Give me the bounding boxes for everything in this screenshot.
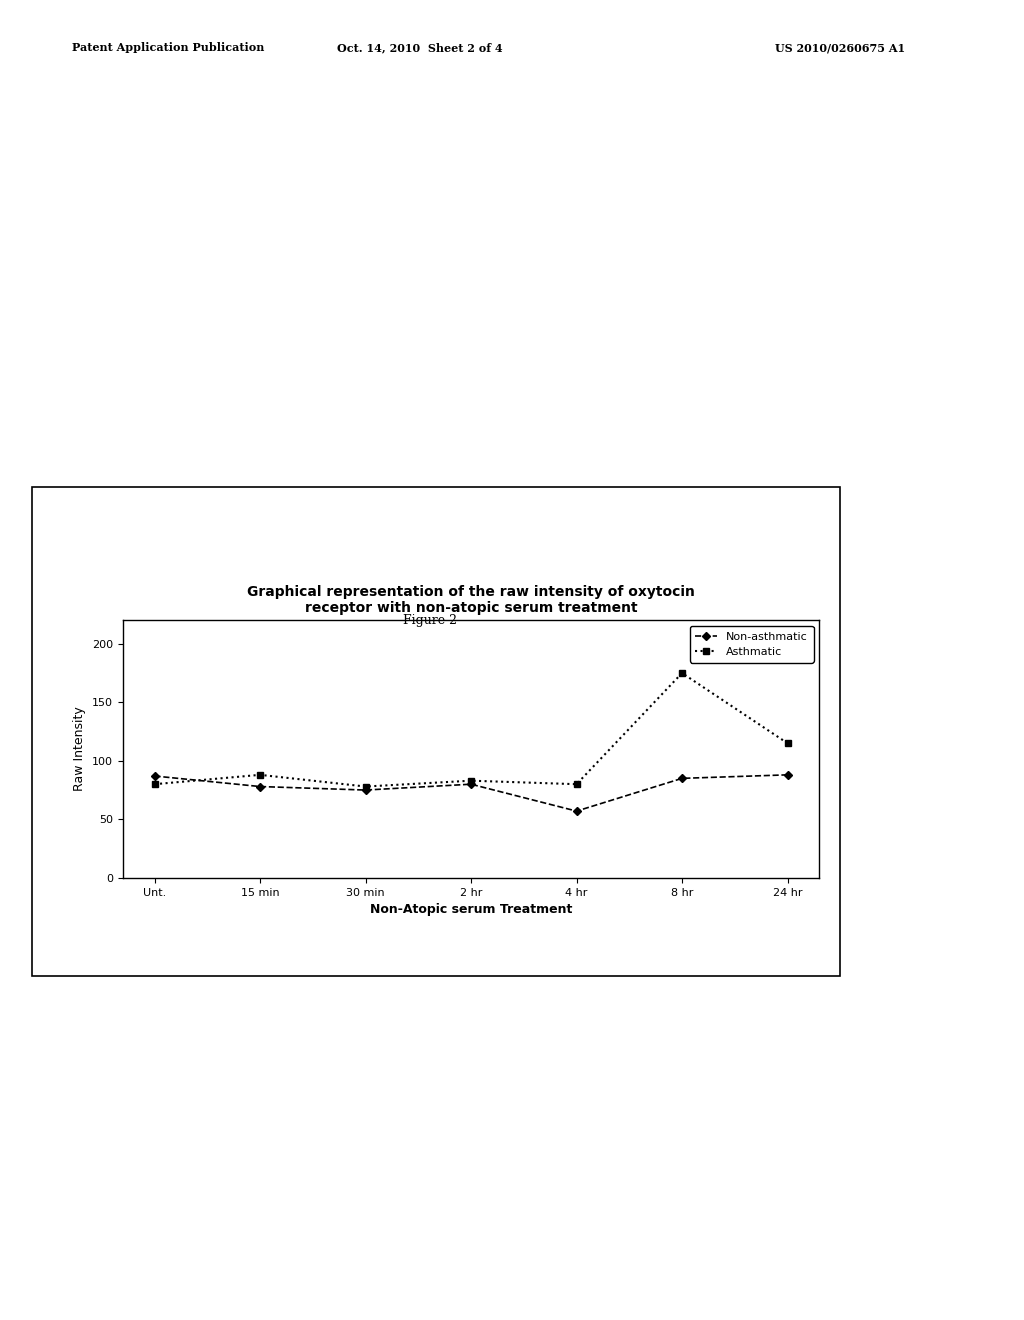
Asthmatic xyxy=(781,735,794,751)
Line: Non-asthmatic: Non-asthmatic xyxy=(152,772,791,814)
Text: Figure 2: Figure 2 xyxy=(403,614,457,627)
Y-axis label: Raw Intensity: Raw Intensity xyxy=(74,706,86,792)
Non-asthmatic xyxy=(359,783,372,799)
Asthmatic xyxy=(254,767,266,783)
Text: Oct. 14, 2010  Sheet 2 of 4: Oct. 14, 2010 Sheet 2 of 4 xyxy=(337,42,503,53)
X-axis label: Non-Atopic serum Treatment: Non-Atopic serum Treatment xyxy=(370,903,572,916)
Non-asthmatic xyxy=(781,767,794,783)
Text: Patent Application Publication: Patent Application Publication xyxy=(72,42,264,53)
Asthmatic xyxy=(465,772,477,788)
Non-asthmatic xyxy=(570,803,583,818)
Title: Graphical representation of the raw intensity of oxytocin
receptor with non-atop: Graphical representation of the raw inte… xyxy=(247,585,695,615)
Legend: Non-asthmatic, Asthmatic: Non-asthmatic, Asthmatic xyxy=(690,626,814,663)
Asthmatic xyxy=(359,779,372,795)
Non-asthmatic xyxy=(148,768,161,784)
Non-asthmatic xyxy=(676,771,688,787)
Non-asthmatic xyxy=(254,779,266,795)
Asthmatic xyxy=(676,665,688,681)
Non-asthmatic xyxy=(465,776,477,792)
Line: Asthmatic: Asthmatic xyxy=(152,671,791,789)
Text: US 2010/0260675 A1: US 2010/0260675 A1 xyxy=(774,42,905,53)
Asthmatic xyxy=(148,776,161,792)
Asthmatic xyxy=(570,776,583,792)
Bar xyxy=(33,487,840,975)
